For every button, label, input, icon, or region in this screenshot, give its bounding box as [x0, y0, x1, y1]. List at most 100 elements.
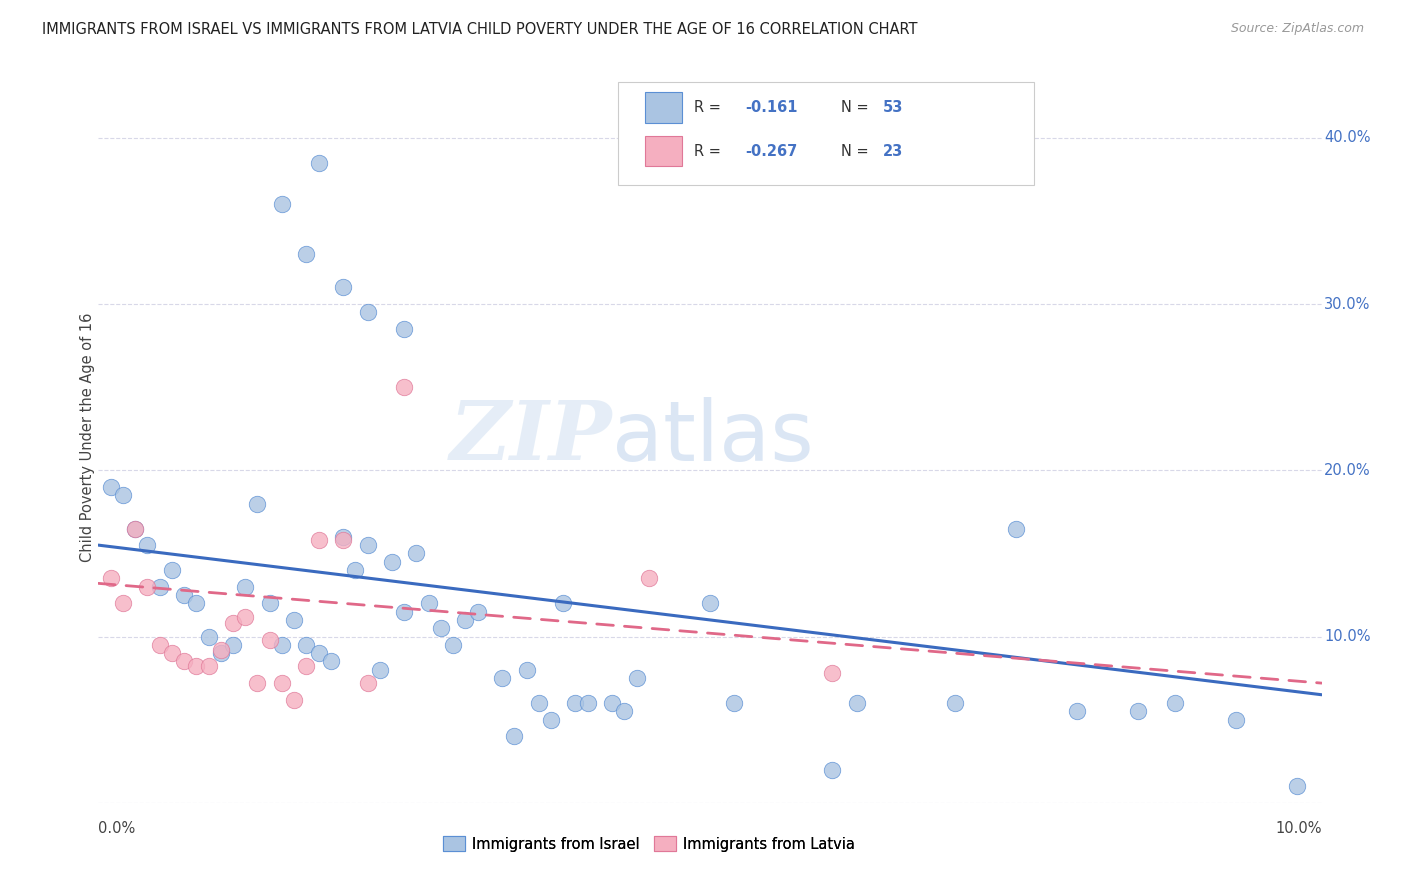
- Point: [136, 538, 159, 552]
- Point: [1066, 705, 1088, 719]
- Point: [197, 630, 219, 644]
- Point: [430, 621, 453, 635]
- Text: 10.0%: 10.0%: [1275, 821, 1322, 836]
- Point: [1164, 696, 1187, 710]
- Point: [149, 638, 172, 652]
- Point: [124, 521, 146, 535]
- Point: [222, 616, 245, 631]
- Text: R =: R =: [695, 100, 730, 115]
- Point: [356, 305, 378, 319]
- Point: [173, 655, 195, 669]
- Point: [332, 280, 354, 294]
- Point: [283, 613, 305, 627]
- Point: [441, 638, 464, 652]
- Point: [209, 646, 232, 660]
- Point: [100, 571, 122, 585]
- Point: [467, 605, 489, 619]
- Point: [160, 563, 183, 577]
- Point: [392, 322, 416, 336]
- Point: [368, 663, 391, 677]
- Point: [491, 671, 513, 685]
- Text: 53: 53: [883, 100, 903, 115]
- Text: IMMIGRANTS FROM ISRAEL VS IMMIGRANTS FROM LATVIA CHILD POVERTY UNDER THE AGE OF : IMMIGRANTS FROM ISRAEL VS IMMIGRANTS FRO…: [42, 22, 918, 37]
- Point: [295, 247, 318, 261]
- Point: [222, 638, 245, 652]
- Text: -0.161: -0.161: [745, 100, 799, 115]
- Text: N =: N =: [841, 144, 873, 159]
- Point: [600, 696, 623, 710]
- Point: [197, 659, 219, 673]
- Point: [270, 676, 292, 690]
- Text: 10.0%: 10.0%: [1324, 629, 1371, 644]
- Point: [319, 655, 342, 669]
- Text: Source: ZipAtlas.com: Source: ZipAtlas.com: [1230, 22, 1364, 36]
- Point: [100, 480, 122, 494]
- Point: [356, 538, 378, 552]
- Point: [259, 596, 281, 610]
- Point: [381, 555, 404, 569]
- FancyBboxPatch shape: [645, 136, 682, 167]
- Point: [392, 380, 416, 394]
- Point: [270, 638, 292, 652]
- Point: [160, 646, 183, 660]
- Point: [821, 763, 844, 777]
- Point: [246, 497, 269, 511]
- Point: [564, 696, 586, 710]
- Point: [405, 546, 427, 560]
- Point: [233, 580, 256, 594]
- Point: [1004, 521, 1026, 535]
- Point: [186, 659, 208, 673]
- Point: [1128, 705, 1150, 719]
- Point: [1286, 779, 1309, 793]
- Point: [576, 696, 599, 710]
- Point: [943, 696, 966, 710]
- FancyBboxPatch shape: [619, 82, 1035, 185]
- FancyBboxPatch shape: [645, 92, 682, 122]
- Point: [111, 596, 134, 610]
- Point: [136, 580, 159, 594]
- Text: 40.0%: 40.0%: [1324, 130, 1371, 145]
- Point: [503, 729, 526, 743]
- Point: [723, 696, 745, 710]
- Point: [418, 596, 440, 610]
- Text: 0.0%: 0.0%: [98, 821, 135, 836]
- Point: [186, 596, 208, 610]
- Point: [637, 571, 661, 585]
- Point: [613, 705, 636, 719]
- Point: [295, 638, 318, 652]
- Text: -0.267: -0.267: [745, 144, 797, 159]
- Point: [356, 676, 378, 690]
- Point: [246, 676, 269, 690]
- Point: [308, 155, 330, 169]
- Point: [270, 197, 292, 211]
- Point: [454, 613, 477, 627]
- Point: [699, 596, 721, 610]
- Point: [332, 530, 354, 544]
- Point: [392, 605, 416, 619]
- Point: [845, 696, 868, 710]
- Point: [124, 521, 146, 535]
- Point: [295, 659, 318, 673]
- Text: 23: 23: [883, 144, 903, 159]
- Text: ZIP: ZIP: [450, 397, 612, 477]
- Point: [259, 632, 281, 647]
- Point: [149, 580, 172, 594]
- Point: [626, 671, 648, 685]
- Point: [233, 609, 256, 624]
- Point: [553, 596, 575, 610]
- Text: atlas: atlas: [612, 397, 814, 477]
- Point: [527, 696, 550, 710]
- Point: [308, 646, 330, 660]
- Legend: Immigrants from Israel, Immigrants from Latvia: Immigrants from Israel, Immigrants from …: [437, 830, 860, 858]
- Point: [540, 713, 562, 727]
- Point: [332, 533, 354, 548]
- Point: [173, 588, 195, 602]
- Point: [821, 666, 844, 681]
- Text: R =: R =: [695, 144, 725, 159]
- Text: 20.0%: 20.0%: [1324, 463, 1371, 478]
- Point: [1225, 713, 1247, 727]
- Point: [308, 533, 330, 548]
- Point: [111, 488, 134, 502]
- Point: [209, 643, 232, 657]
- Text: 30.0%: 30.0%: [1324, 297, 1371, 311]
